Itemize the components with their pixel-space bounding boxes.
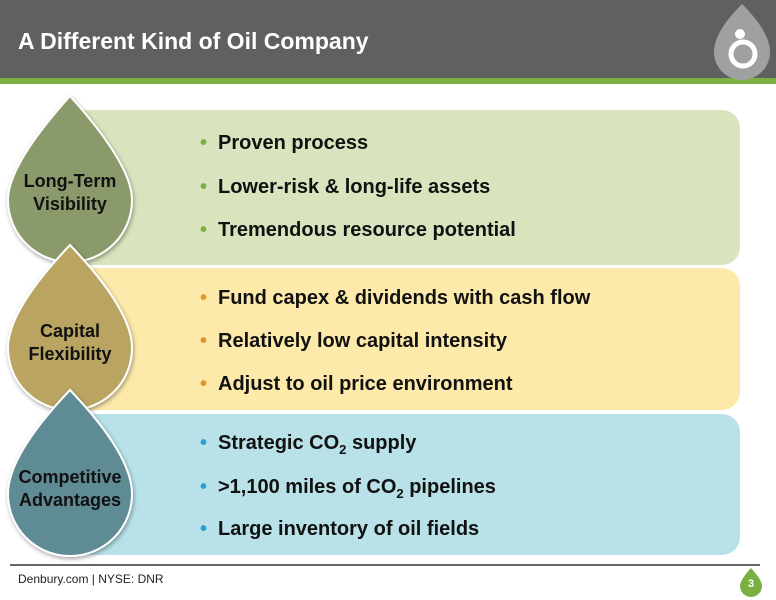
bullet: • Lower-risk & long-life assets	[200, 176, 490, 199]
bullet-text: Lower-risk & long-life assets	[218, 176, 491, 198]
drop-label: Capital Flexibility	[8, 320, 132, 366]
bullet-dot: •	[200, 219, 208, 241]
bullet-text: Adjust to oil price environment	[218, 373, 513, 395]
label-line: Advantages	[18, 490, 122, 510]
bullet-dot: •	[200, 287, 208, 309]
drop-label: Long-Term Visibility	[8, 170, 132, 216]
bullet-text: Tremendous resource potential	[218, 219, 516, 241]
bullet: • >1,100 miles of CO2 pipelines	[200, 476, 496, 501]
bullet-text: Proven process	[218, 132, 369, 154]
page-number: 3	[747, 578, 755, 590]
bullet-text: supply	[346, 432, 417, 454]
panel	[68, 268, 740, 410]
title: A Different Kind of Oil Company	[18, 28, 369, 54]
bullet-text: Relatively low capital intensity	[218, 330, 507, 352]
bullet: • Proven process	[200, 132, 368, 155]
bullet-text: Strategic CO	[218, 432, 340, 454]
bullet: • Fund capex & dividends with cash flow	[200, 287, 590, 310]
bullet: • Strategic CO2 supply	[200, 432, 416, 457]
label-line: Visibility	[33, 194, 107, 214]
bullet-text: >1,100 miles of CO	[218, 476, 397, 498]
bullet-text: pipelines	[403, 476, 496, 498]
header-bar	[0, 0, 776, 78]
header-stripe	[0, 78, 776, 84]
bullet: • Adjust to oil price environment	[200, 373, 512, 396]
bullet-dot: •	[200, 330, 208, 352]
bullet-dot: •	[200, 132, 208, 154]
bullet-dot: •	[200, 176, 208, 198]
subscript: 2	[339, 442, 347, 457]
bullet-dot: •	[200, 432, 208, 454]
label-line: Competitive	[18, 467, 122, 487]
label-line: Flexibility	[28, 344, 112, 364]
subscript: 2	[396, 486, 404, 501]
bullet-dot: •	[200, 373, 208, 395]
panel	[68, 110, 740, 265]
bullet-text: Fund capex & dividends with cash flow	[218, 287, 591, 309]
drop	[6, 388, 134, 557]
logo	[714, 4, 770, 80]
label-line: Capital	[39, 321, 100, 341]
label-line: Long-Term	[23, 171, 117, 191]
bullet-dot: •	[200, 476, 208, 498]
panel	[68, 414, 740, 555]
bullet: • Large inventory of oil fields	[200, 518, 479, 541]
drop-label: Competitive Advantages	[8, 466, 132, 512]
bullet-dot: •	[200, 518, 208, 540]
bullet-text: Large inventory of oil fields	[218, 518, 480, 540]
footer-text: Denbury.com | NYSE: DNR	[18, 572, 164, 586]
bullet: • Tremendous resource potential	[200, 219, 516, 242]
bullet: • Relatively low capital intensity	[200, 330, 507, 353]
page-drop	[740, 568, 762, 597]
